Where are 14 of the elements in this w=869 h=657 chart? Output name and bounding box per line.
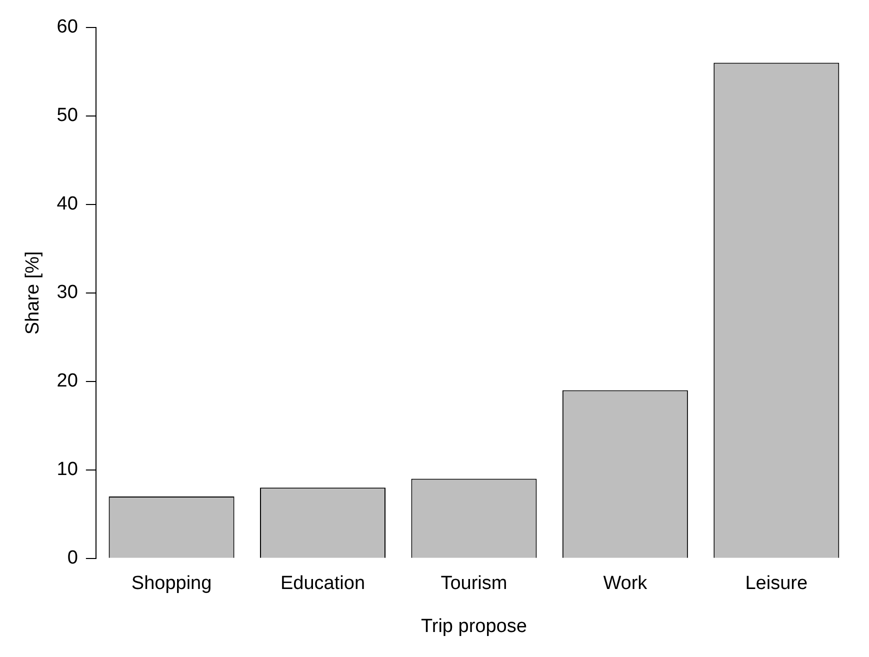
y-tick-label: 50 <box>56 105 78 126</box>
y-axis-title: Share [%] <box>22 251 44 335</box>
y-tick-label: 0 <box>67 548 78 569</box>
y-tick-label: 40 <box>56 194 78 215</box>
y-tick-label: 30 <box>56 282 78 304</box>
x-tick-label: Leisure <box>745 573 808 594</box>
y-tick-label: 20 <box>56 370 78 392</box>
x-axis-title: Trip propose <box>420 616 527 637</box>
x-tick-label: Education <box>280 573 366 594</box>
x-tick-label: Tourism <box>440 573 508 594</box>
x-tick-label: Work <box>603 573 648 594</box>
y-tick-label: 60 <box>56 16 78 38</box>
y-tick-label: 10 <box>56 459 78 480</box>
x-tick-label: Shopping <box>131 573 212 594</box>
